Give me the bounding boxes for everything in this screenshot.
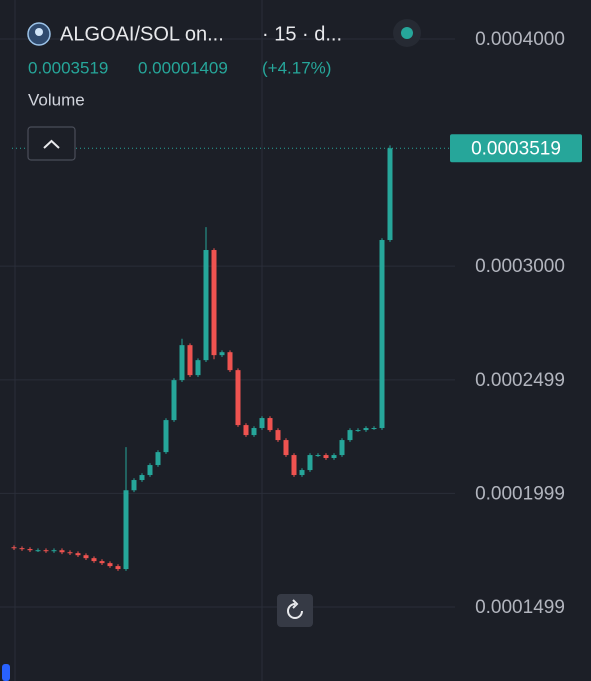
symbol-icon	[27, 22, 51, 46]
candle-body	[387, 148, 393, 241]
candle-body	[291, 455, 297, 476]
candle-body	[171, 380, 177, 421]
candle-body	[283, 440, 289, 456]
candle-body	[219, 352, 225, 356]
reset-button[interactable]	[277, 594, 313, 627]
candle-body	[155, 452, 161, 466]
price-axis: 0.0004000 0.0003000 0.0002499 0.0001999 0.00…	[450, 29, 582, 618]
candle-body	[275, 430, 281, 441]
candle-body	[251, 428, 257, 436]
y-tick-label: 0.0001999	[475, 483, 565, 504]
candle-body	[243, 425, 249, 436]
candle-body	[67, 552, 73, 554]
candle-body	[43, 550, 49, 552]
candle-body	[179, 345, 185, 381]
candle-body	[27, 549, 33, 551]
y-tick-label: 0.0001499	[475, 597, 565, 618]
scroll-marker	[2, 664, 10, 681]
price-change-percent: (+4.17%)	[262, 58, 331, 77]
candle-body	[267, 418, 273, 431]
candle-body	[147, 465, 153, 476]
candle-body	[235, 370, 241, 426]
candle-body	[203, 250, 209, 361]
candle-body	[11, 547, 17, 549]
y-tick-label: 0.0002499	[475, 370, 565, 391]
candle-body	[131, 480, 137, 491]
candle-body	[323, 455, 329, 459]
candle-body	[139, 475, 145, 481]
candle-body	[123, 490, 129, 570]
symbol-title: ALGOAI/SOL on...	[60, 23, 224, 45]
candle-body	[59, 550, 65, 553]
candle-body	[115, 566, 121, 570]
candle-body	[187, 345, 193, 376]
candle-body	[299, 470, 305, 476]
candle-body	[19, 548, 25, 550]
candle-body	[227, 352, 233, 371]
candle-body	[51, 550, 57, 552]
last-price-tag	[450, 134, 582, 163]
interval-subtitle: · 15 · d...	[262, 23, 342, 45]
candle-body	[195, 360, 201, 376]
candle-body	[379, 240, 385, 429]
candle-body	[35, 550, 41, 552]
candle-body	[91, 558, 97, 562]
candles	[11, 145, 452, 571]
grid	[0, 38, 455, 608]
last-price-tag-label: 0.0003519	[471, 138, 561, 159]
candle-body	[99, 561, 105, 564]
candle-body	[211, 250, 217, 356]
y-tick-label: 0.0004000	[475, 29, 565, 50]
last-price: 0.0003519	[28, 58, 108, 77]
candle-body	[363, 428, 369, 431]
y-tick-label: 0.0003000	[475, 256, 565, 277]
market-status-dot	[401, 27, 413, 39]
collapse-button[interactable]	[27, 126, 76, 161]
candle-body	[339, 440, 345, 456]
candle-body	[259, 418, 265, 429]
candle-body	[331, 455, 337, 459]
candle-body	[83, 555, 89, 559]
candle-body	[107, 563, 113, 567]
candle-body	[347, 430, 353, 441]
candle-body	[355, 430, 361, 432]
candle-body	[163, 420, 169, 453]
candle-body	[75, 553, 81, 556]
candle-body	[315, 455, 321, 457]
price-change: 0.00001409	[138, 58, 228, 77]
candle-body	[371, 428, 377, 430]
candle-body	[307, 455, 313, 471]
volume-label: Volume	[28, 90, 85, 109]
